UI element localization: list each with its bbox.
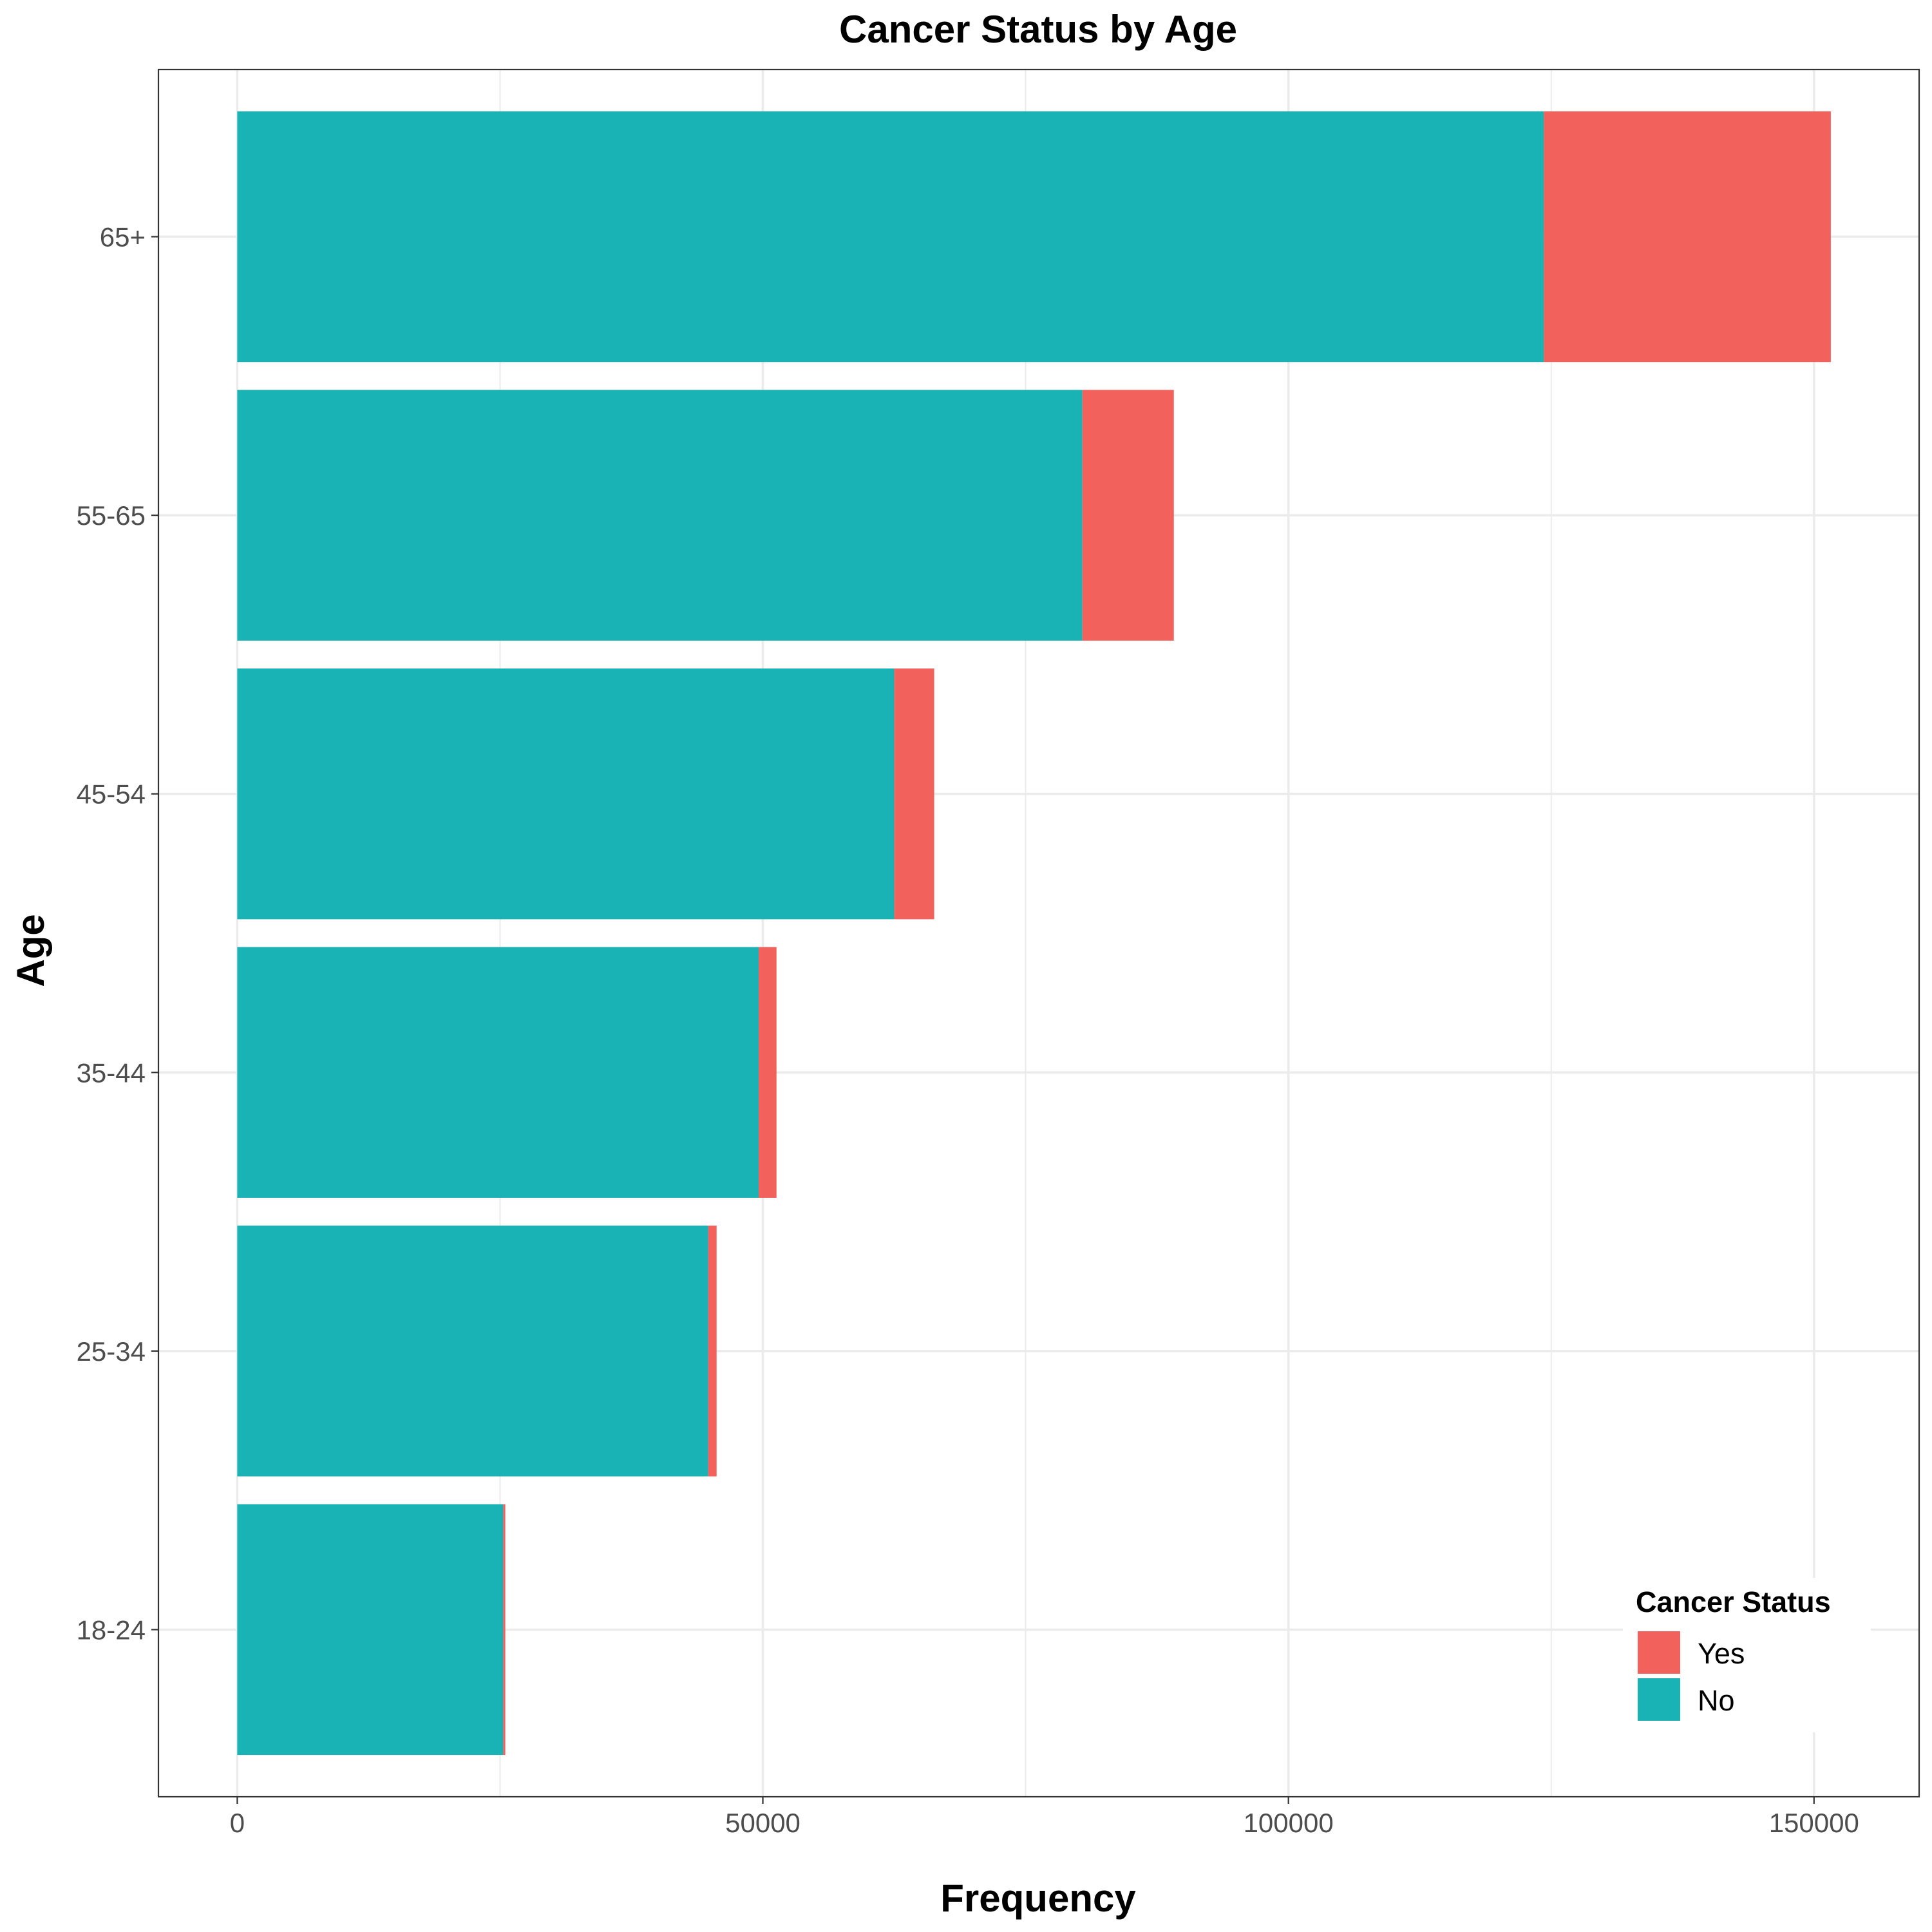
x-tick-label: 0 [230, 1808, 245, 1838]
bar-no-18-24 [237, 1504, 504, 1756]
legend-title: Cancer Status [1636, 1586, 1831, 1618]
y-tick-label: 55-65 [77, 500, 146, 531]
x-tick-label: 50000 [725, 1808, 800, 1838]
bar-yes-25-34 [708, 1226, 717, 1477]
y-axis-title: Age [9, 914, 52, 987]
x-axis: 0 50000 100000 150000 [230, 1797, 1859, 1838]
plot-panel [157, 68, 1920, 1798]
panel-border [157, 68, 1920, 1798]
y-tick-label: 35-44 [77, 1057, 146, 1088]
bar-no-55-65 [237, 390, 1083, 641]
legend: Cancer Status Yes No [1623, 1578, 1871, 1732]
bar-yes-55-65 [1082, 390, 1174, 641]
legend-swatch-yes [1638, 1631, 1680, 1674]
legend-label-no: No [1698, 1684, 1735, 1717]
y-tick-label: 18-24 [77, 1615, 146, 1645]
bar-no-35-44 [237, 947, 759, 1198]
bar-yes-45-54 [894, 668, 934, 920]
bar-yes-65+ [1544, 111, 1831, 363]
bar-no-65+ [237, 111, 1544, 363]
x-tick-label: 100000 [1244, 1808, 1334, 1838]
legend-swatch-no [1638, 1678, 1680, 1721]
x-tick-label: 150000 [1769, 1808, 1859, 1838]
y-tick-label: 65+ [100, 222, 146, 252]
bar-yes-18-24 [503, 1504, 506, 1756]
x-axis-title: Frequency [940, 1877, 1136, 1920]
bar-no-25-34 [237, 1226, 708, 1477]
y-axis: 18-24 25-34 35-44 45-54 55-65 65+ [77, 222, 158, 1645]
legend-label-yes: Yes [1698, 1637, 1745, 1670]
y-tick-label: 25-34 [77, 1336, 146, 1367]
bar-no-45-54 [237, 668, 895, 920]
y-tick-label: 45-54 [77, 779, 146, 810]
chart-title: Cancer Status by Age [839, 8, 1237, 51]
bars [237, 111, 1831, 1756]
bar-yes-35-44 [759, 947, 777, 1198]
